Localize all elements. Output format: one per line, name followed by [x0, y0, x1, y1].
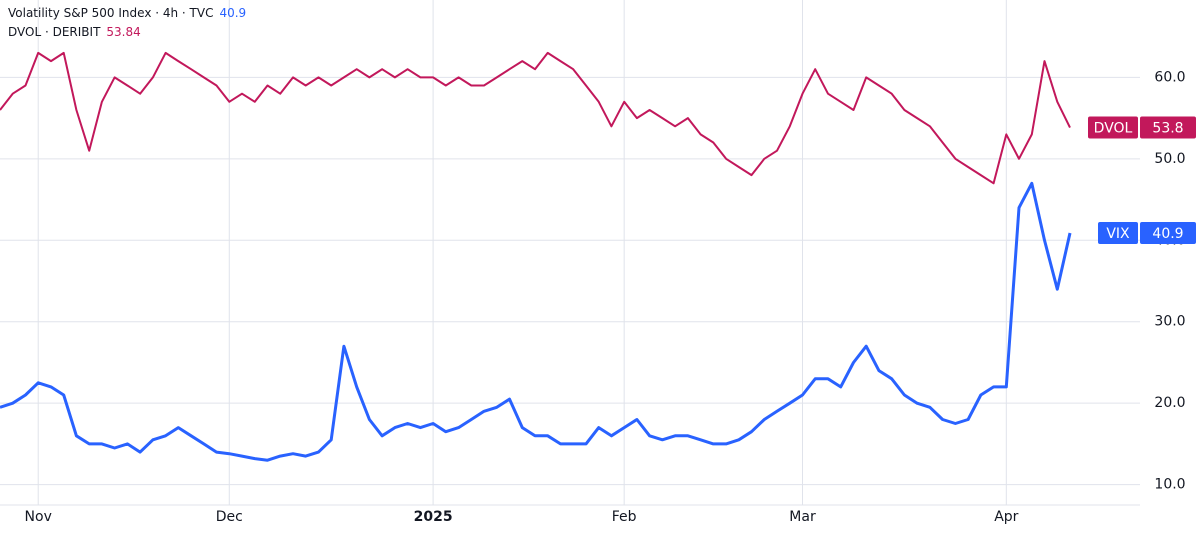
badge-name: VIX	[1106, 226, 1130, 242]
badge-name: DVOL	[1094, 121, 1133, 137]
y-tick-label: 50.0	[1154, 151, 1185, 167]
name-badge	[1088, 116, 1138, 139]
x-tick-label: Feb	[612, 509, 637, 525]
y-tick-label: 30.0	[1154, 314, 1185, 330]
price-badge	[1140, 221, 1196, 244]
legend-entry: Volatility S&P 500 Index · 4h · TVC 40.9	[8, 6, 246, 20]
series-line	[0, 51, 1071, 185]
price-badge	[1140, 116, 1196, 139]
badge-price: 53.8	[1152, 121, 1183, 137]
y-tick-label: 10.0	[1154, 477, 1185, 493]
x-tick-label: Mar	[789, 509, 816, 525]
legend-value: 40.9	[219, 6, 246, 20]
x-tick-label: Dec	[216, 509, 243, 525]
y-tick-label: 60.0	[1154, 69, 1185, 85]
y-tick-label: 20.0	[1154, 395, 1185, 411]
legend-label: Volatility S&P 500 Index · 4h · TVC	[8, 6, 213, 20]
x-tick-label: 2025	[414, 509, 453, 525]
name-badge	[1098, 221, 1138, 244]
x-tick-label: Apr	[994, 509, 1018, 525]
series-line	[0, 181, 1072, 462]
legend-entry: DVOL · DERIBIT 53.84	[8, 25, 141, 39]
legend-label: DVOL · DERIBIT	[8, 25, 101, 39]
badge-price: 40.9	[1152, 226, 1183, 242]
legend-value: 53.84	[106, 25, 140, 39]
x-tick-label: Nov	[25, 509, 52, 525]
